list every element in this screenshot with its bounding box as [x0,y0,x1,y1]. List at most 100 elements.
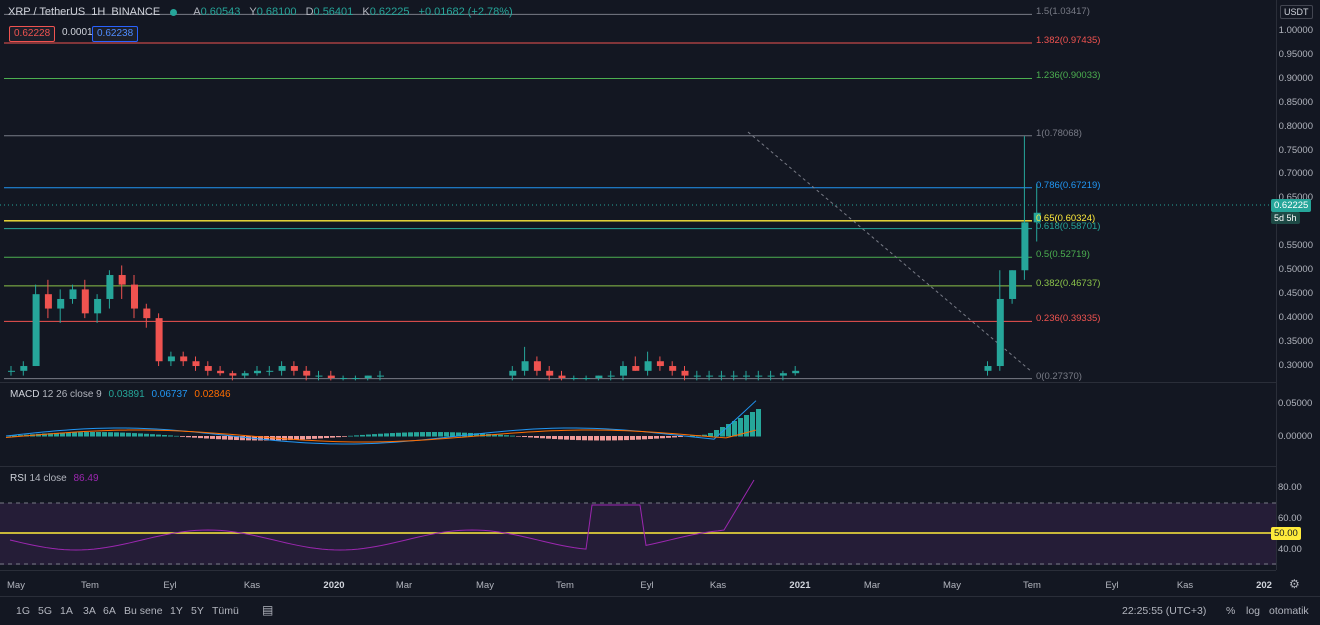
price-tick: 0.50000 [1278,264,1313,276]
macd-histogram-bar [96,432,101,437]
macd-histogram-bar [174,435,179,437]
macd-histogram-bar [606,436,611,441]
rsi-tick-60: 60.00 [1278,513,1302,524]
range-button[interactable]: Tümü [212,605,239,617]
price-tick: 0.85000 [1278,96,1313,108]
time-label: Kas [709,580,727,591]
candle [204,366,212,371]
candle [779,373,787,376]
price-tick: 0.55000 [1278,240,1313,252]
macd-histogram-bar [336,436,341,438]
candle [32,294,40,367]
percent-scale-button[interactable]: % [1226,605,1236,617]
macd-histogram-bar [426,432,431,437]
pane-divider-macd[interactable] [0,382,1276,383]
macd-histogram-bar [186,436,191,438]
macd-histogram-bar [708,433,713,437]
candle [767,375,775,377]
candle [377,375,384,377]
candle [743,375,750,377]
macd-histogram-bar [240,436,245,441]
macd-histogram-bar [660,436,665,439]
rsi-line [9,479,755,551]
macd-histogram-bar [378,433,383,437]
macd-histogram-bar [648,436,653,440]
time-label: Tem [81,580,99,591]
symbol-header: XRP / TetherUS 1H BINANCE A0.60543 Y0.68… [8,6,513,18]
range-button[interactable]: 5Y [191,605,204,617]
macd-histogram-bar [150,434,155,437]
macd-histogram-bar [216,436,221,440]
macd-histogram-bar [222,436,227,440]
macd-histogram-bar [546,436,551,439]
price-tick: 0.65000 [1278,192,1313,204]
candle [143,308,151,319]
auto-scale-button[interactable]: otomatik [1269,605,1309,617]
buy-button[interactable]: 0.62238 [92,26,139,42]
macd-histogram-bar [732,421,737,437]
macd-histogram-bar [588,436,593,441]
sell-button[interactable]: 0.62228 [9,26,56,42]
macd-histogram-bar [384,433,389,437]
macd-histogram-bar [114,432,119,437]
macd-histogram-bar [534,436,539,438]
price-tick: 0.75000 [1278,144,1313,156]
range-button[interactable]: 5G [38,605,53,617]
candle [718,375,726,377]
candle [620,366,627,376]
candle [755,375,763,377]
macd-histogram-bar [522,436,527,438]
rsi-legend[interactable]: RSI 14 close 86.49 [10,473,99,484]
time-label: Kas [243,580,261,591]
candle [521,361,529,371]
macd-histogram-bar [78,432,83,437]
macd-histogram-bar [744,415,749,437]
macd-histogram-bar [102,432,107,437]
macd-histogram-bar [6,436,11,437]
price-axis[interactable]: 1.00000 0.95000 0.90000 0.85000 0.80000 0.750… [1276,0,1320,570]
fib-label: 0.236(0.39335) [1036,313,1101,325]
clock[interactable]: 22:25:55 (UTC+3) [1122,605,1207,617]
candle [570,378,578,379]
range-button[interactable]: Bu sene [124,605,163,617]
price-tick: 0.95000 [1278,48,1313,60]
exchange-label: BINANCE [111,6,161,18]
macd-legend[interactable]: MACD 12 26 close 9 0.03891 0.06737 0.028… [10,389,231,400]
range-button[interactable]: 1G [16,605,31,617]
range-button[interactable]: 3A [83,605,96,617]
currency-label[interactable]: USDT [1280,5,1313,19]
macd-histogram-bar [366,434,371,437]
candle [8,370,15,372]
macd-histogram-bar [498,434,503,437]
rsi-tick-80: 80.00 [1278,482,1302,493]
macd-histogram-bar [198,436,203,439]
macd-histogram-bar [558,436,563,440]
interval-label[interactable]: 1H [91,6,106,18]
candle [730,375,738,377]
symbol-name[interactable]: XRP / TetherUS [8,6,86,18]
range-button[interactable]: 6A [103,605,116,617]
macd-histogram-bar [702,434,707,437]
pane-divider-rsi[interactable] [0,466,1276,467]
range-button[interactable]: 1A [60,605,73,617]
chart-settings-icon[interactable]: ⚙ [1289,577,1300,591]
macd-histogram-bar [402,432,407,437]
candle [118,275,126,285]
fib-label: 1.236(0.90033) [1036,70,1101,82]
time-axis[interactable]: May Tem Eyl Kas 2020 Mar May Tem Eyl Kas 2021 Mar Ma… [0,570,1300,597]
macd-histogram-bar [342,436,347,437]
date-range-icon[interactable]: ▤ [262,603,274,617]
macd-histogram-bar [414,432,419,437]
candle [644,361,652,371]
range-button[interactable]: 1Y [170,605,183,617]
candle [509,370,517,376]
log-scale-button[interactable]: log [1246,605,1261,617]
macd-histogram-bar [576,436,581,441]
macd-histogram-bar [234,436,239,441]
macd-histogram-bar [210,436,215,439]
candle [595,375,603,378]
trend-line[interactable] [747,131,1033,373]
candle [106,275,114,299]
